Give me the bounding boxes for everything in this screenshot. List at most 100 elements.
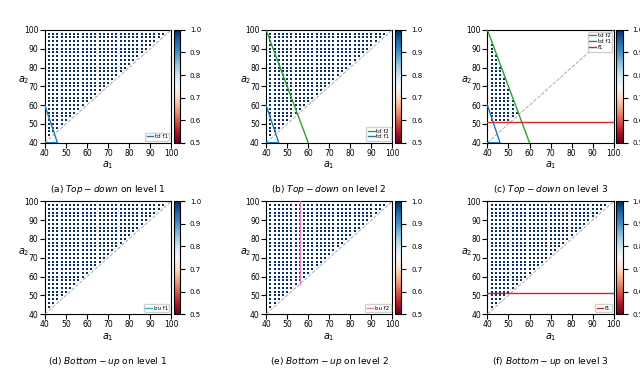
Point [512,240,522,246]
Point [269,225,280,231]
Point [512,214,522,220]
Point [265,198,275,204]
Point [545,217,556,223]
Point [99,57,109,63]
Point [358,31,368,37]
Point [48,206,58,212]
Point [307,247,317,253]
Point [486,221,497,227]
Point [320,61,330,67]
Point [111,61,122,67]
Point [333,46,343,52]
Point [48,266,58,272]
Point [261,270,271,276]
Point [103,42,113,48]
Point [337,202,347,208]
Point [269,281,280,287]
Point [558,206,568,212]
Point [56,106,67,112]
Point [269,46,280,52]
Point [345,210,355,216]
Point [508,110,518,116]
Point [333,214,343,220]
Point [61,217,71,223]
Point [56,46,67,52]
Point [299,273,309,279]
Point [128,49,138,55]
Point [503,285,513,291]
Point [65,236,75,242]
Point [103,240,113,246]
Point [278,76,288,82]
Point [136,34,147,40]
Point [40,121,50,127]
Point [483,307,493,313]
Point [265,76,275,82]
Point [44,49,54,55]
Point [337,42,347,48]
Point [286,83,296,89]
Point [486,273,497,279]
Point [48,221,58,227]
Point [307,206,317,212]
Point [286,240,296,246]
Point [128,38,138,44]
Point [286,247,296,253]
Point [495,240,505,246]
Point [529,243,539,249]
Point [86,214,96,220]
Point [529,258,539,264]
Point [379,202,389,208]
Point [312,83,322,89]
Point [95,236,105,242]
Point [48,236,58,242]
Point [312,217,322,223]
Point [278,31,288,37]
Point [508,273,518,279]
Point [483,87,493,93]
Point [124,217,134,223]
Point [69,76,79,82]
Point [516,266,526,272]
Point [77,255,88,261]
Point [516,217,526,223]
Point [261,57,271,63]
Point [107,61,117,67]
Point [52,38,63,44]
Point [265,278,275,283]
Point [265,34,275,40]
Point [294,210,305,216]
Point [40,102,50,108]
Point [299,258,309,264]
Point [48,262,58,268]
Point [495,258,505,264]
Point [120,46,130,52]
Point [533,229,543,234]
Point [103,232,113,238]
Point [44,27,54,33]
Point [286,98,296,104]
Point [61,236,71,242]
Point [303,80,314,86]
Point [299,243,309,249]
Point [265,273,275,279]
Point [141,42,151,48]
Point [571,214,581,220]
Point [61,31,71,37]
Point [65,102,75,108]
Point [537,198,547,204]
Point [132,225,143,231]
Point [282,98,292,104]
Point [90,38,100,44]
Point [495,206,505,212]
Point [345,46,355,52]
Point [82,83,92,89]
Point [278,121,288,127]
Point [69,68,79,74]
Point [512,229,522,234]
Point [82,243,92,249]
Point [44,262,54,268]
Point [48,121,58,127]
Point [516,221,526,227]
Point [312,258,322,264]
